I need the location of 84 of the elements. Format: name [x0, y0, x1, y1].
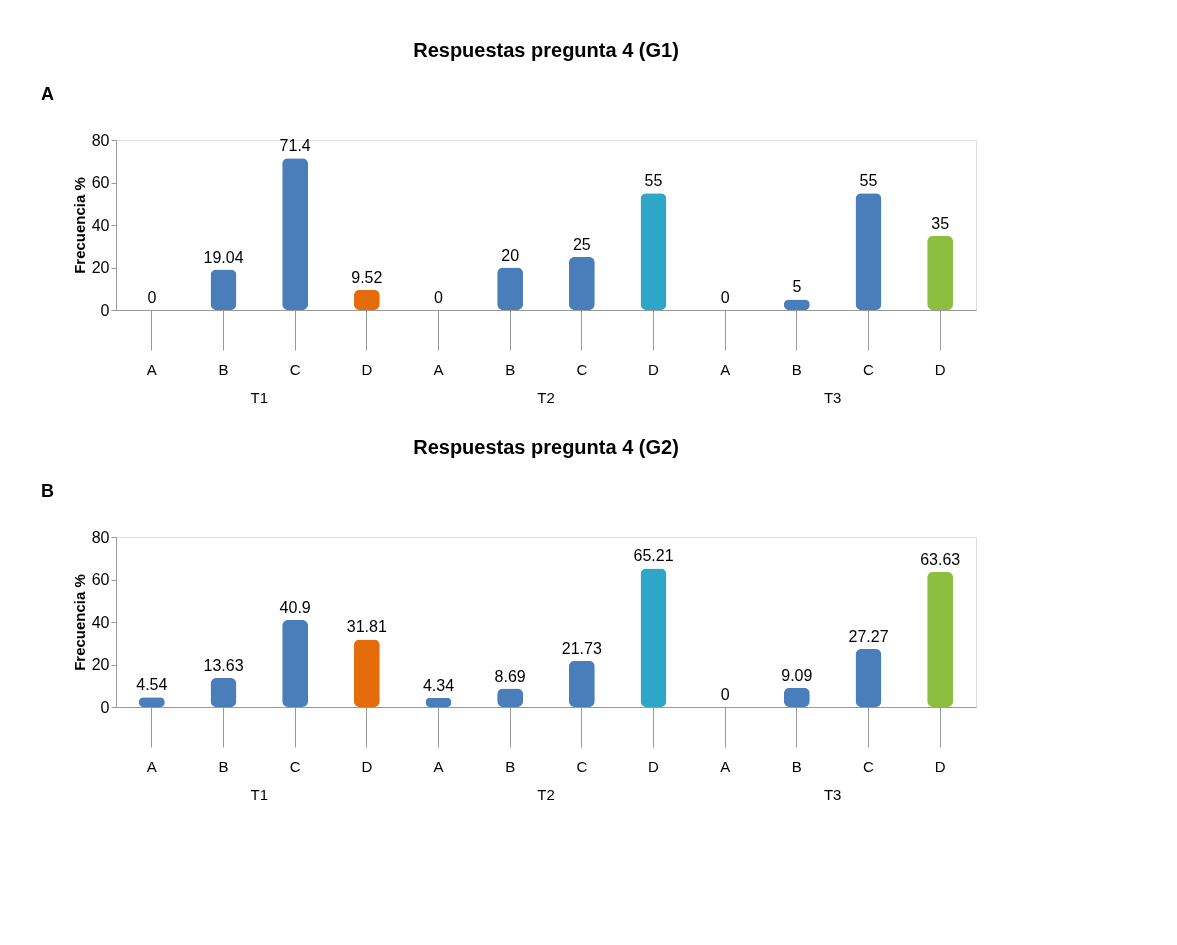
data-label: 40.9: [279, 599, 311, 617]
bar: [282, 158, 309, 310]
data-label: 4.34: [422, 676, 455, 694]
y-tick-label: 60: [91, 174, 110, 191]
y-tick-label: 0: [100, 301, 110, 319]
data-label: 19.04: [203, 248, 244, 266]
data-label: 55: [859, 172, 878, 190]
x-tick-label: A: [146, 757, 157, 775]
x-tick-label: C: [289, 757, 301, 775]
data-label: 20: [501, 246, 520, 264]
x-tick-label: A: [433, 360, 444, 378]
data-label: 65.21: [633, 547, 674, 565]
data-label: 25: [572, 235, 591, 253]
x-tick-label: C: [863, 360, 875, 378]
y-tick-label: 20: [91, 259, 110, 276]
data-label: 8.69: [494, 667, 526, 685]
y-tick-label: 80: [91, 528, 110, 546]
x-tick-label: D: [648, 360, 660, 378]
x-tick-label: D: [361, 360, 373, 378]
data-label: 31.81: [346, 618, 387, 636]
data-label: 9.09: [781, 666, 813, 684]
bar: [210, 269, 237, 310]
x-tick-label: D: [934, 360, 946, 378]
data-label: 0: [720, 289, 730, 306]
chart-title: Respuestas pregunta 4 (G2): [413, 436, 679, 458]
text: T3: [823, 786, 842, 803]
text: T1: [250, 389, 269, 406]
y-tick-label: 20: [91, 656, 110, 673]
bar: [210, 678, 237, 707]
text: T1: [250, 786, 269, 803]
bar: [855, 649, 882, 707]
x-tick-label: B: [218, 360, 229, 378]
data-label: 0: [147, 289, 157, 306]
x-tick-label: B: [505, 360, 516, 378]
data-label: 13.63: [203, 657, 244, 675]
data-label: 9.52: [351, 268, 383, 286]
x-tick-label: B: [791, 757, 802, 775]
x-tick-label: D: [361, 757, 373, 775]
data-label: 4.54: [136, 676, 168, 694]
bar: [640, 568, 667, 707]
text: A: [41, 84, 54, 104]
x-tick-label: C: [289, 360, 301, 378]
bar: [855, 193, 882, 310]
y-tick-label: 40: [91, 216, 110, 234]
x-tick-label: C: [576, 757, 588, 775]
x-tick-label: C: [576, 360, 588, 378]
text: T2: [537, 786, 555, 803]
x-tick-label: D: [648, 757, 660, 775]
y-axis-title: Frecuencia %: [70, 177, 88, 274]
bar: [497, 267, 524, 310]
bar: [640, 193, 667, 310]
y-tick-label: 40: [91, 613, 110, 631]
text: B: [41, 481, 54, 501]
x-tick-label: B: [505, 757, 516, 775]
bar: [568, 660, 595, 707]
data-label: 55: [644, 172, 663, 190]
bar: [282, 620, 309, 707]
text: T3: [823, 389, 842, 406]
x-tick-label: D: [934, 757, 946, 775]
data-label: 27.27: [848, 628, 889, 646]
data-label: 0: [434, 289, 444, 306]
x-tick-label: A: [720, 757, 731, 775]
chart-title: Respuestas pregunta 4 (G1): [413, 39, 679, 61]
data-label: 21.73: [561, 639, 602, 657]
bar: [353, 639, 380, 707]
x-tick-label: B: [791, 360, 802, 378]
data-label: 35: [931, 214, 950, 232]
bar: [927, 235, 954, 310]
data-label: 5: [792, 278, 802, 296]
x-tick-label: A: [433, 757, 444, 775]
y-axis-title: Frecuencia %: [70, 574, 88, 671]
bar: [927, 571, 954, 707]
y-tick-label: 80: [91, 131, 110, 149]
x-tick-label: A: [146, 360, 157, 378]
y-tick-label: 60: [91, 571, 110, 588]
text: T2: [537, 389, 555, 406]
data-label: 63.63: [920, 550, 961, 568]
data-label: 71.4: [279, 137, 311, 155]
x-tick-label: C: [863, 757, 875, 775]
bar: [568, 256, 595, 310]
x-tick-label: A: [720, 360, 731, 378]
data-label: 0: [720, 686, 730, 703]
x-tick-label: B: [218, 757, 229, 775]
y-tick-label: 0: [100, 698, 110, 716]
